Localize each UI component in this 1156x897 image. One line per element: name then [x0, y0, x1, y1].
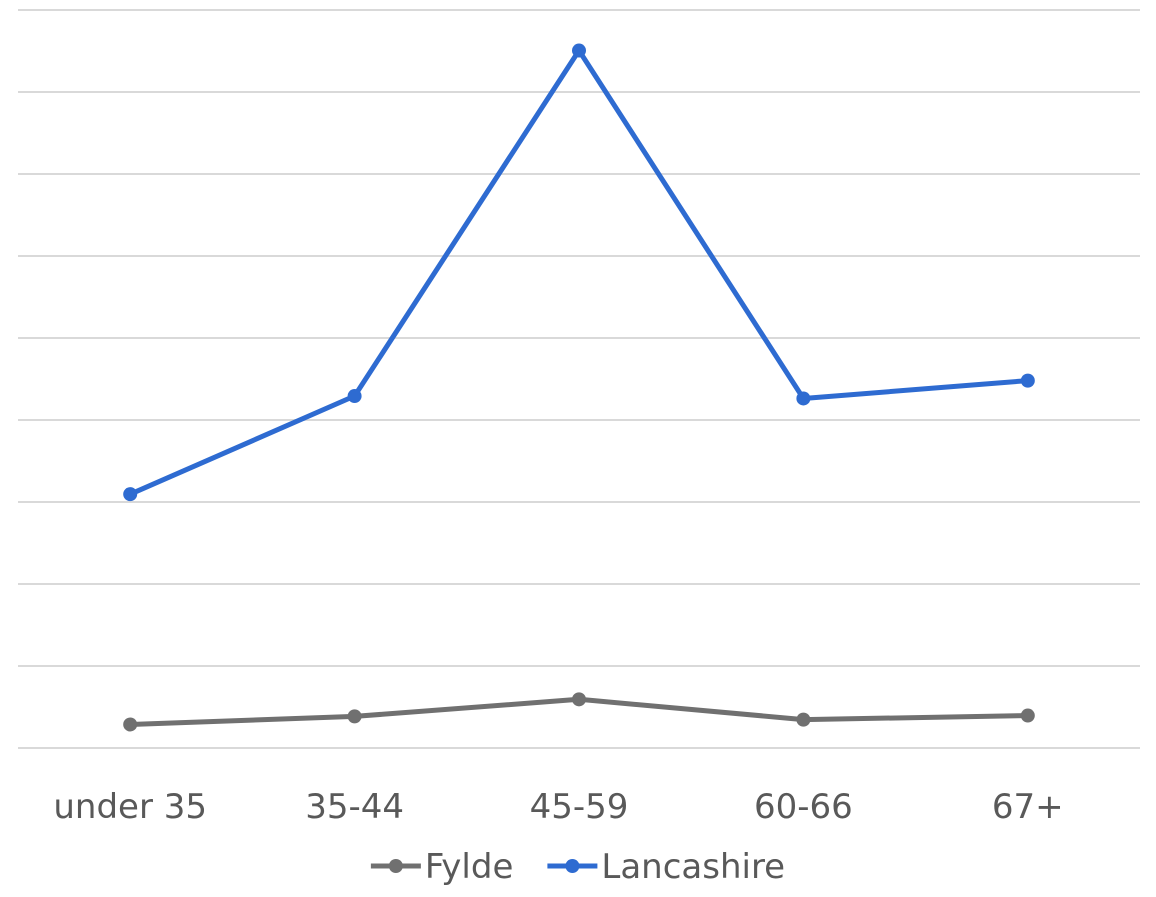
series-layer: [123, 43, 1035, 732]
series-fylde: [123, 692, 1035, 732]
legend-label: Fylde: [425, 847, 514, 887]
legend: Fylde Lancashire: [370, 847, 785, 887]
data-point-fylde: [123, 717, 138, 732]
legend-label: Lancashire: [601, 847, 785, 887]
data-point-fylde: [347, 709, 362, 724]
data-point-lancashire: [796, 391, 811, 406]
x-tick-label: 67+: [992, 787, 1064, 827]
legend-marker-dot-lancashire: [565, 859, 580, 873]
data-point-fylde: [796, 712, 811, 727]
data-point-lancashire: [123, 487, 138, 502]
data-point-lancashire: [572, 43, 586, 58]
x-axis-tick-labels: under 35 35-44 45-59 60-66 67+: [53, 787, 1063, 827]
legend-marker-dot-fylde: [388, 859, 403, 873]
x-tick-label: under 35: [53, 787, 207, 827]
x-tick-label: 35-44: [305, 787, 404, 827]
x-tick-label: 60-66: [754, 787, 853, 827]
data-point-fylde: [572, 692, 586, 707]
data-point-lancashire: [347, 389, 362, 404]
series-lancashire: [123, 43, 1035, 502]
data-point-fylde: [1020, 708, 1035, 723]
x-tick-label: 45-59: [530, 787, 629, 827]
gridlines: [18, 9, 1140, 749]
data-point-lancashire: [1020, 373, 1035, 388]
series-line-lancashire: [127, 48, 1031, 497]
